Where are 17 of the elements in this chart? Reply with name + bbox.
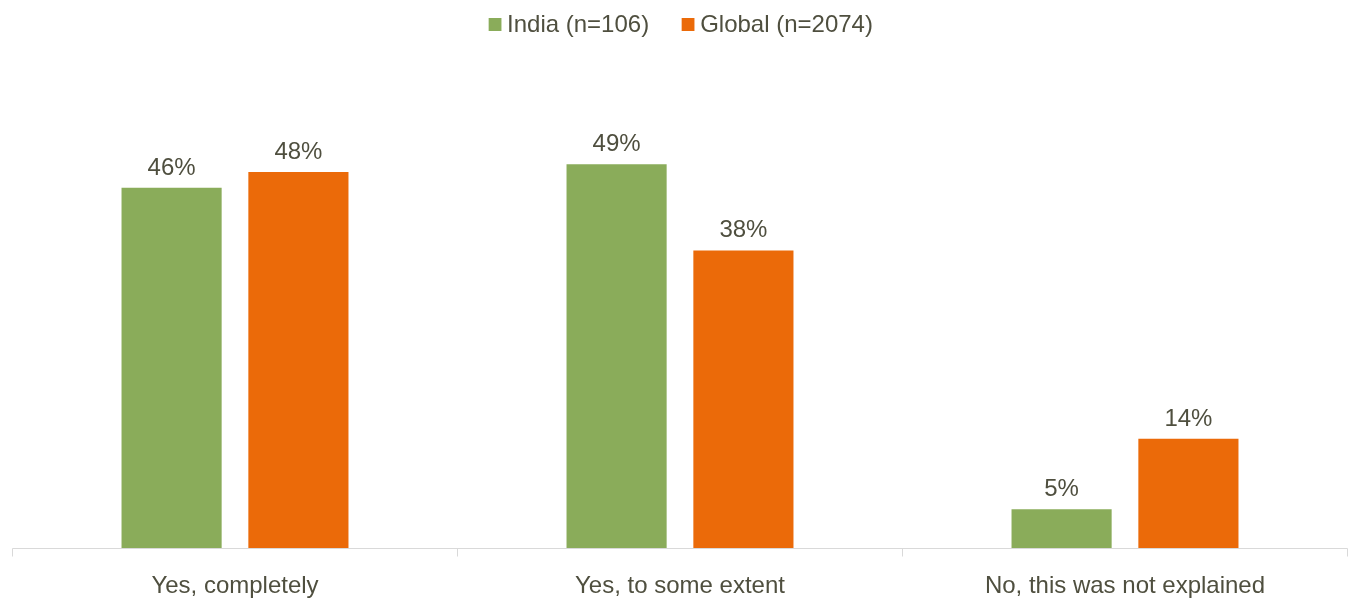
data-label: 49% xyxy=(592,129,641,157)
bar xyxy=(1011,509,1112,549)
data-label: 5% xyxy=(1044,474,1079,502)
data-label: 46% xyxy=(147,152,196,180)
x-tick-label: No, this was not explained xyxy=(984,570,1266,598)
legend-label: India (n=106) xyxy=(507,10,650,38)
data-label: 14% xyxy=(1164,403,1213,431)
x-tick-label: Yes, to some extent xyxy=(575,570,786,598)
bar xyxy=(566,164,667,549)
legend-label: Global (n=2074) xyxy=(700,10,873,38)
data-label: 38% xyxy=(719,215,768,243)
x-tick-label: Yes, completely xyxy=(151,570,319,598)
data-label: 48% xyxy=(274,137,323,165)
bar xyxy=(1138,438,1239,549)
bar xyxy=(121,187,222,549)
bar xyxy=(693,250,794,549)
bar xyxy=(248,172,349,549)
